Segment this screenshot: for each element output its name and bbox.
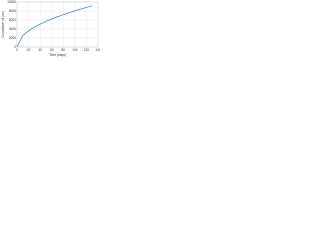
page: {"chart_data": {"type": "line", "x_label… [0, 0, 100, 58]
y-tick-label: 4000 [9, 27, 16, 31]
x-tick-label: 140 [95, 48, 100, 52]
x-tick-label: 120 [84, 48, 90, 52]
x-tick-label: 20 [27, 48, 31, 52]
y-tick-label: 10000 [7, 0, 16, 4]
x-tick-label: 100 [72, 48, 78, 52]
x-axis-label: Time (days) [49, 53, 66, 57]
y-tick-label: 2000 [9, 36, 16, 40]
x-tick-label: 80 [62, 48, 66, 52]
y-axis-label: Cumulative oil (m³) [1, 11, 5, 38]
x-tick-label: 40 [38, 48, 42, 52]
plot-area [16, 1, 99, 48]
y-tick-label: 6000 [9, 18, 16, 22]
y-tick-label: 8000 [9, 9, 16, 13]
data-line [16, 5, 93, 48]
x-tick-label: 60 [50, 48, 54, 52]
x-tick-label: 0 [16, 48, 18, 52]
chart: Time (days) Cumulative oil (m³) 0 2000 400… [1, 0, 100, 57]
y-tick-label: 0 [14, 45, 16, 49]
